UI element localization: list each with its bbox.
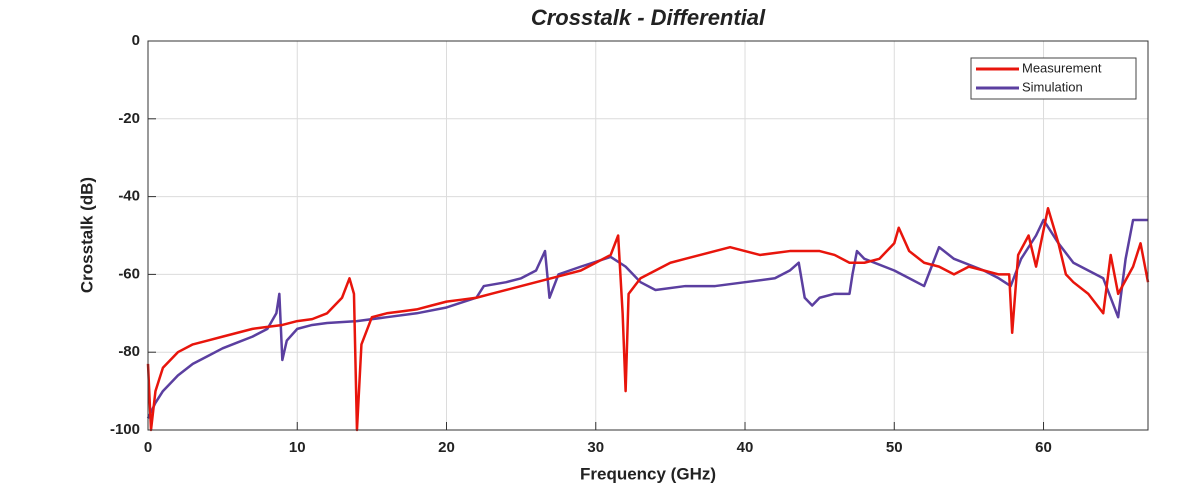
legend-label: Measurement	[1022, 60, 1102, 75]
x-tick-label: 10	[289, 439, 306, 456]
x-tick-label: 30	[587, 439, 604, 456]
legend-label: Simulation	[1022, 79, 1083, 94]
legend: Measurement Simulation	[970, 57, 1137, 100]
x-tick-label: 40	[737, 439, 754, 456]
x-tick-label: 0	[144, 439, 152, 456]
y-axis-label: Crosstalk (dB)	[77, 177, 96, 293]
y-tick-label: -20	[118, 110, 140, 127]
plot-area	[148, 41, 1148, 430]
legend-box	[970, 57, 1137, 100]
x-tick-label: 50	[886, 439, 903, 456]
plot-border	[147, 40, 1149, 431]
series-line	[146, 207, 1150, 432]
y-tick-label: -60	[118, 265, 140, 282]
x-tick-label: 60	[1035, 439, 1052, 456]
y-tick-label: -100	[110, 421, 140, 438]
y-tick-label: -80	[118, 343, 140, 360]
x-axis-label: Frequency (GHz)	[580, 464, 716, 483]
y-tick-label: -40	[118, 188, 140, 205]
y-tick-label: 0	[132, 32, 140, 49]
x-tick-label: 20	[438, 439, 455, 456]
chart-title: Crosstalk - Differential	[531, 5, 766, 30]
